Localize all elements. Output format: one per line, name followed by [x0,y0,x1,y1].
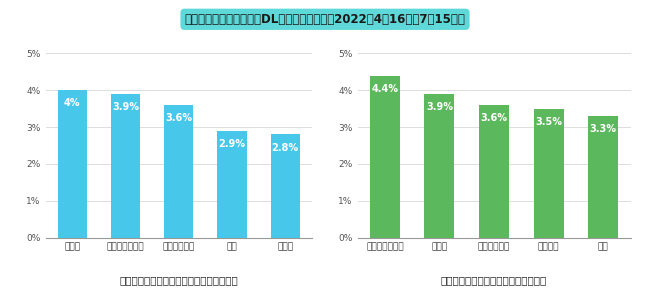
Text: 2.9%: 2.9% [218,139,246,149]
Text: 4%: 4% [64,98,81,108]
Text: 「山と高原地図」（地図単品購入版）: 「山と高原地図」（地図単品購入版） [441,275,547,285]
Text: 3.9%: 3.9% [426,102,453,112]
Text: 4.4%: 4.4% [371,84,398,94]
Bar [479,105,509,238]
Bar [217,131,246,238]
Text: 3.5%: 3.5% [535,117,562,127]
Text: 3.6%: 3.6% [480,113,508,123]
Bar [424,94,454,238]
Bar [164,105,194,238]
Bar [270,135,300,238]
Bar [111,94,140,238]
Bar [370,75,400,238]
Text: 3.6%: 3.6% [165,113,192,123]
Text: 「山と高原地図」アプリDL数が多いエリア（2022年4月16日～7月15日）: 「山と高原地図」アプリDL数が多いエリア（2022年4月16日～7月15日） [185,13,465,26]
Text: 3.9%: 3.9% [112,102,139,112]
Bar [588,116,618,238]
Text: 3.3%: 3.3% [590,124,617,134]
Bar [534,109,564,238]
Text: 「山と高原地図ホーダイ」（サブスク版）: 「山と高原地図ホーダイ」（サブスク版） [120,275,238,285]
Bar [58,90,87,238]
Text: 2.8%: 2.8% [272,143,299,153]
